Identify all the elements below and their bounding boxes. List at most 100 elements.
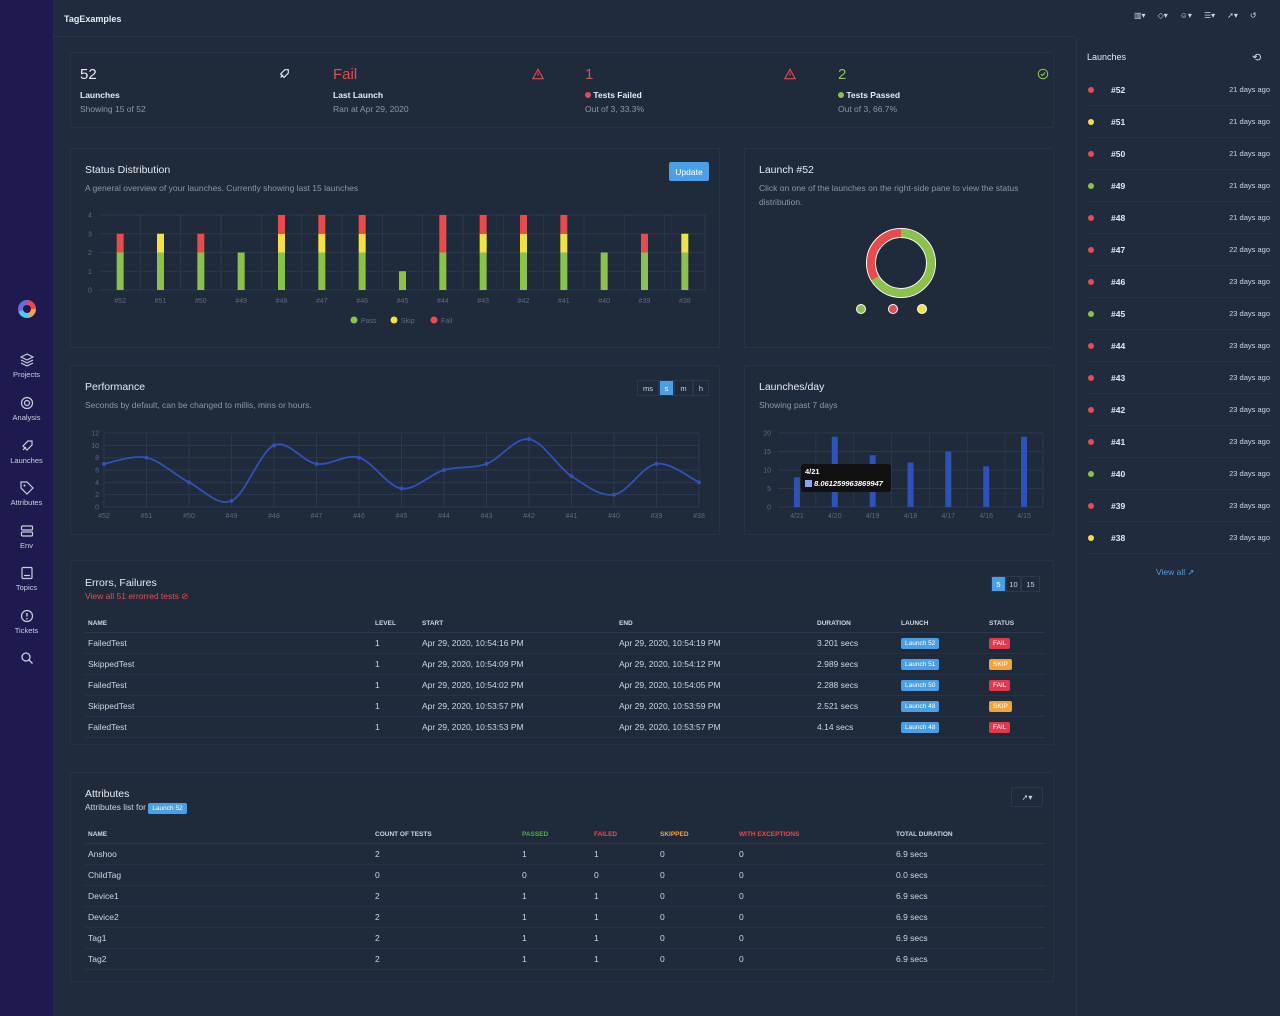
x-tick-label: #52 xyxy=(98,513,110,520)
nav-launches[interactable]: Launches xyxy=(0,439,53,465)
table-row[interactable]: Device2 2 1 1 0 0 6.9 secs xyxy=(85,906,1045,928)
table-row[interactable]: FailedTest 1 Apr 29, 2020, 10:54:16 PM Apr … xyxy=(85,632,1045,654)
nav-env[interactable]: Env xyxy=(0,524,53,550)
stat-label: Launches xyxy=(80,90,120,100)
page-size-5[interactable]: 5 xyxy=(991,576,1006,592)
col-name[interactable]: NAME xyxy=(85,616,372,633)
launch-badge[interactable]: Launch 52 xyxy=(901,637,940,649)
col-passed[interactable]: PASSED xyxy=(519,827,591,844)
nav-tickets[interactable]: Tickets xyxy=(0,609,53,635)
status-dot xyxy=(1088,439,1094,445)
cell-total-duration: 6.9 secs xyxy=(893,948,1045,970)
table-row[interactable]: ChildTag 0 0 0 0 0 0.0 secs xyxy=(85,864,1045,886)
view-all-link[interactable]: View all ➚ xyxy=(1156,567,1195,578)
page-size-10[interactable]: 10 xyxy=(1006,576,1021,592)
launch-list-item[interactable]: #52 21 days ago xyxy=(1087,74,1270,106)
x-tick-label: 4/17 xyxy=(942,513,956,520)
unit-toggle: ms s m h xyxy=(637,380,709,396)
cell-total-duration: 6.9 secs xyxy=(893,843,1045,865)
bar-pass xyxy=(278,252,285,290)
launch-badge[interactable]: Launch 50 xyxy=(901,679,940,691)
table-row[interactable]: FailedTest 1 Apr 29, 2020, 10:53:53 PM Apr … xyxy=(85,716,1045,738)
launch-list-item[interactable]: #40 23 days ago xyxy=(1087,458,1270,490)
tag-icon[interactable]: ◇▾ xyxy=(1157,11,1168,20)
launches-day-chart: 0 5 10 15 20 4/21 4/20 4/19 4/18 4/17 4/16 4/15 xyxy=(763,431,1044,520)
launch-list-item[interactable]: #45 23 days ago xyxy=(1087,298,1270,330)
launch-list-item[interactable]: #42 23 days ago xyxy=(1087,394,1270,426)
table-row[interactable]: FailedTest 1 Apr 29, 2020, 10:54:02 PM Apr … xyxy=(85,674,1045,696)
launch-list-item[interactable]: #38 23 days ago xyxy=(1087,522,1270,554)
stat-tests-failed: 1 Tests Failed Out of 3, 33.3% xyxy=(585,66,800,114)
table-row[interactable]: SkippedTest 1 Apr 29, 2020, 10:54:09 PM Apr… xyxy=(85,653,1045,675)
unit-m[interactable]: m xyxy=(674,380,693,396)
launch-badge[interactable]: Launch 51 xyxy=(901,658,940,670)
status-chart: 0 1 2 3 4 #52 #51 #50 #49 #48 #47 #46 #45 #44 #43 #42 #4… xyxy=(88,213,706,325)
launch-list-item[interactable]: #47 22 days ago xyxy=(1087,234,1270,266)
errors-view-all-link[interactable]: View all 51 errorred tests ⊘ xyxy=(85,591,188,602)
legend-label: Pass xyxy=(361,318,377,325)
launch-select-dropdown[interactable]: ➚ ▾ xyxy=(1011,787,1043,807)
launch-list-item[interactable]: #49 21 days ago xyxy=(1087,170,1270,202)
launch-list-item[interactable]: #44 23 days ago xyxy=(1087,330,1270,362)
cell-failed: 1 xyxy=(591,906,657,928)
launch-badge[interactable]: Launch 48 xyxy=(901,721,940,733)
nav-topics[interactable]: Topics xyxy=(0,566,53,592)
data-point xyxy=(357,455,361,460)
unit-ms[interactable]: ms xyxy=(637,380,659,396)
col-name[interactable]: NAME xyxy=(85,827,372,844)
nav-analysis[interactable]: Analysis xyxy=(0,396,53,422)
col-start[interactable]: START xyxy=(419,616,616,633)
unit-s[interactable]: s xyxy=(659,380,674,396)
col-launch[interactable]: LAUNCH xyxy=(898,616,986,633)
launch-list-item[interactable]: #50 21 days ago xyxy=(1087,138,1270,170)
nav-projects[interactable]: Projects xyxy=(0,353,53,379)
launch-list-item[interactable]: #39 23 days ago xyxy=(1087,490,1270,522)
table-row[interactable]: SkippedTest 1 Apr 29, 2020, 10:53:57 PM Apr… xyxy=(85,695,1045,717)
cell-passed: 1 xyxy=(519,948,591,970)
table-row[interactable]: Device1 2 1 1 0 0 6.9 secs xyxy=(85,885,1045,907)
col-with-exceptions[interactable]: WITH EXCEPTIONS xyxy=(736,827,893,844)
launch-list-item[interactable]: #46 23 days ago xyxy=(1087,266,1270,298)
rocket-icon[interactable]: ➚▾ xyxy=(1227,11,1238,20)
update-button[interactable]: Update xyxy=(669,162,709,181)
launch-badge[interactable]: Launch 52 xyxy=(148,803,187,814)
status-dot xyxy=(1088,247,1094,253)
layout-icon[interactable]: ▥▾ xyxy=(1134,11,1146,20)
col-count-of-tests[interactable]: COUNT OF TESTS xyxy=(372,827,519,844)
col-level[interactable]: LEVEL xyxy=(372,616,419,633)
refresh-icon[interactable]: ⟲ xyxy=(1252,52,1262,64)
bar-fail xyxy=(278,215,285,234)
nav-search[interactable] xyxy=(0,651,53,668)
launch-list-item[interactable]: #41 23 days ago xyxy=(1087,426,1270,458)
col-failed[interactable]: FAILED xyxy=(591,827,657,844)
unit-h[interactable]: h xyxy=(693,380,709,396)
page-size-15[interactable]: 15 xyxy=(1021,576,1040,592)
launch-list-item[interactable]: #48 21 days ago xyxy=(1087,202,1270,234)
launches-day-subtitle: Showing past 7 days xyxy=(759,400,838,410)
launch-age: 21 days ago xyxy=(1229,117,1270,126)
table-row[interactable]: Anshoo 2 1 1 0 0 6.9 secs xyxy=(85,843,1045,865)
col-skipped[interactable]: SKIPPED xyxy=(657,827,736,844)
launch-id: #41 xyxy=(1111,437,1126,447)
tooltip-date: 4/21 xyxy=(805,467,820,476)
app-logo[interactable] xyxy=(18,300,36,318)
col-end[interactable]: END xyxy=(616,616,814,633)
launch-badge[interactable]: Launch 48 xyxy=(901,700,940,712)
table-row[interactable]: Tag1 2 1 1 0 0 6.9 secs xyxy=(85,927,1045,949)
cell-name: Device1 xyxy=(85,885,372,907)
nav-attributes[interactable]: Attributes xyxy=(0,481,53,507)
col-duration[interactable]: DURATION xyxy=(814,616,898,633)
list-icon[interactable]: ☰▾ xyxy=(1203,11,1216,20)
history-icon[interactable]: ↺ xyxy=(1249,11,1257,20)
col-total-duration[interactable]: TOTAL DURATION xyxy=(893,827,1045,844)
cell-skipped: 0 xyxy=(657,948,736,970)
cell-name: Tag2 xyxy=(85,948,372,970)
cell-skipped: 0 xyxy=(657,927,736,949)
user-icon[interactable]: ☺▾ xyxy=(1179,11,1192,20)
col-status[interactable]: STATUS xyxy=(986,616,1045,633)
launch-list-item[interactable]: #43 23 days ago xyxy=(1087,362,1270,394)
launch-list-item[interactable]: #51 21 days ago xyxy=(1087,106,1270,138)
table-row[interactable]: Tag2 2 1 1 0 0 6.9 secs xyxy=(85,948,1045,970)
launch-id: #48 xyxy=(1111,213,1126,223)
x-tick-label: #47 xyxy=(316,298,328,305)
